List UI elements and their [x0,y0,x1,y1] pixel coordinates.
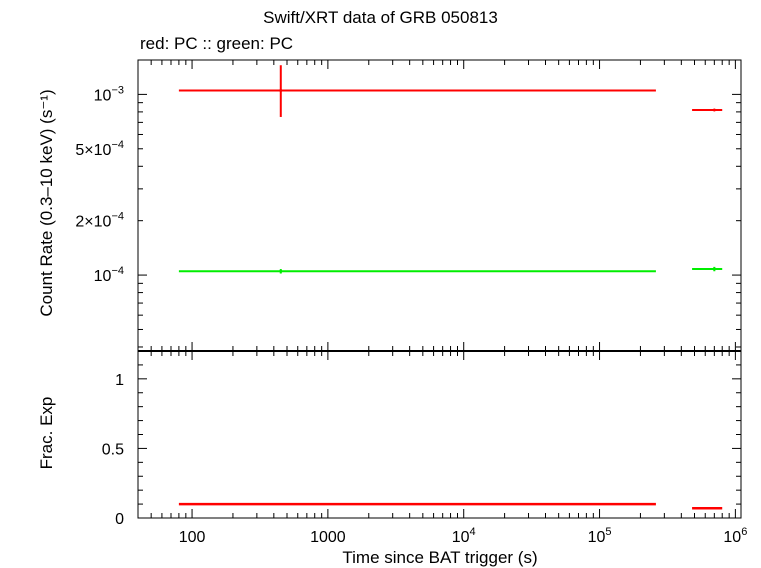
chart-title: Swift/XRT data of GRB 050813 [263,8,498,27]
y-tick-label: 0 [115,511,124,528]
green-rate-point [279,269,283,273]
y-tick-label: 5×10−4 [75,139,124,159]
x-tick-label: 106 [723,526,747,546]
x-tick-label: 105 [588,526,612,546]
green-rate-point [712,267,716,271]
red-rate-point [712,108,716,112]
bottom-plot-frame [137,350,742,519]
top-plot-frame [137,59,742,352]
y-tick-label: 2×10−4 [75,211,124,231]
count-rate-axis-label: Count Rate (0.3–10 keV) (s⁻¹) [37,89,56,316]
exposure-panel: 100 1000 104 105 106 0 0.5 1 [102,60,747,546]
red-rate-point [279,89,283,93]
x-tick-label: 100 [179,529,206,546]
y-tick-label: 10−3 [94,84,124,104]
chart-subtitle: red: PC :: green: PC [140,34,294,53]
x-tick-label: 104 [452,526,476,546]
y-tick-label: 1 [115,372,124,389]
time-axis-label: Time since BAT trigger (s) [342,548,537,567]
count-rate-panel: 10−3 5×10−4 2×10−4 10−4 [75,59,742,352]
y-tick-label: 10−4 [94,265,124,285]
frac-exp-axis-label: Frac. Exp [37,397,56,470]
x-tick-label: 1000 [310,529,346,546]
y-tick-label: 0.5 [102,441,124,458]
